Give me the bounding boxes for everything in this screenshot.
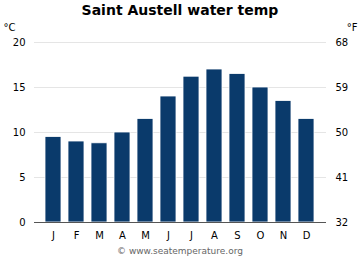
svg-text:32: 32 (336, 217, 349, 228)
svg-text:N: N (280, 230, 287, 241)
svg-text:F: F (74, 230, 80, 241)
svg-text:°F: °F (347, 22, 358, 33)
svg-text:41: 41 (336, 172, 349, 183)
svg-text:5: 5 (19, 172, 25, 183)
svg-text:M: M (141, 230, 150, 241)
svg-text:59: 59 (336, 82, 349, 93)
svg-text:20: 20 (13, 37, 26, 48)
svg-text:15: 15 (13, 82, 26, 93)
svg-text:10: 10 (13, 127, 26, 138)
svg-text:D: D (303, 230, 311, 241)
svg-text:50: 50 (336, 127, 349, 138)
svg-text:M: M (95, 230, 104, 241)
svg-text:A: A (119, 230, 126, 241)
svg-text:O: O (257, 230, 265, 241)
svg-text:J: J (51, 230, 55, 241)
svg-text:J: J (166, 230, 170, 241)
svg-text:°C: °C (4, 22, 16, 33)
svg-text:68: 68 (336, 37, 349, 48)
svg-text:S: S (234, 230, 240, 241)
svg-text:J: J (189, 230, 193, 241)
html-text:© www.seatemperature.org: © www.seatemperature.org (117, 246, 243, 256)
html-text:Saint Austell water temp: Saint Austell water temp (81, 2, 279, 18)
svg-text:0: 0 (19, 217, 25, 228)
svg-text:A: A (211, 230, 218, 241)
